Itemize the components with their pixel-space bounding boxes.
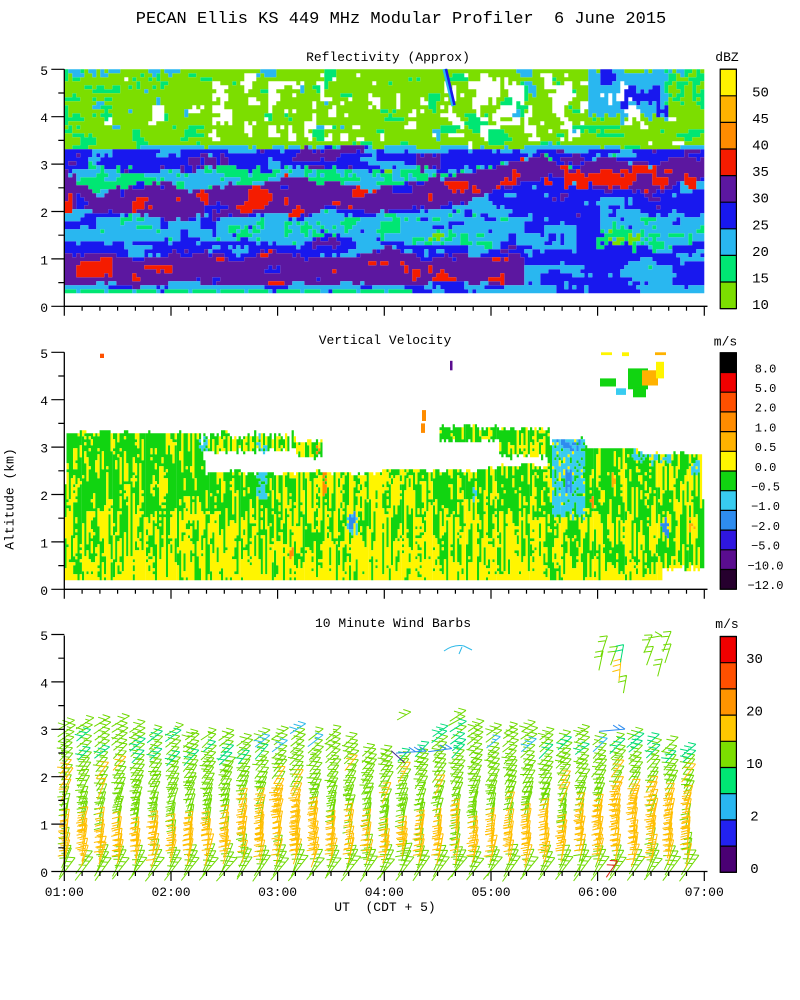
svg-text:20: 20 [746,705,763,721]
svg-text:4: 4 [40,111,48,126]
svg-text:−2.0: −2.0 [751,520,780,534]
svg-text:PECAN Ellis KS 449 MHz Modular: PECAN Ellis KS 449 MHz Modular Profiler … [136,10,667,29]
svg-text:45: 45 [752,112,769,128]
svg-text:−12.0: −12.0 [747,579,783,593]
svg-text:03:00: 03:00 [258,885,297,900]
svg-text:0: 0 [40,301,48,316]
svg-text:20: 20 [752,245,769,261]
svg-text:1: 1 [40,536,48,551]
svg-text:5.0: 5.0 [755,382,777,396]
svg-text:5: 5 [40,629,48,644]
svg-text:5: 5 [40,347,48,362]
svg-text:0: 0 [40,866,48,881]
svg-text:10: 10 [752,298,769,314]
svg-text:30: 30 [746,652,763,668]
svg-text:2: 2 [40,489,48,504]
svg-text:2.0: 2.0 [755,402,777,416]
svg-text:−10.0: −10.0 [747,559,783,573]
svg-text:05:00: 05:00 [471,885,510,900]
svg-text:0.0: 0.0 [755,461,777,475]
svg-text:50: 50 [752,85,769,101]
svg-text:−0.5: −0.5 [751,481,780,495]
svg-text:35: 35 [752,165,769,181]
svg-text:5: 5 [40,64,48,79]
svg-text:8.0: 8.0 [755,362,777,376]
svg-text:1: 1 [40,253,48,268]
svg-text:3: 3 [40,442,48,457]
svg-text:10 Minute Wind Barbs: 10 Minute Wind Barbs [315,616,471,631]
svg-text:0: 0 [750,862,758,878]
svg-text:3: 3 [40,724,48,739]
svg-text:−5.0: −5.0 [751,540,780,554]
svg-text:UT (CDT + 5): UT (CDT + 5) [334,900,435,915]
svg-text:1.0: 1.0 [755,421,777,435]
svg-text:2: 2 [750,809,758,825]
svg-text:07:00: 07:00 [685,885,724,900]
svg-text:40: 40 [752,139,769,155]
svg-text:Vertical Velocity: Vertical Velocity [319,333,452,348]
svg-text:04:00: 04:00 [365,885,404,900]
svg-text:06:00: 06:00 [578,885,617,900]
svg-text:0: 0 [40,584,48,599]
svg-text:15: 15 [752,272,769,288]
svg-text:30: 30 [752,192,769,208]
svg-text:1: 1 [40,819,48,834]
svg-text:Altitude (km): Altitude (km) [3,448,18,549]
svg-text:m/s: m/s [715,617,738,632]
svg-text:dBZ: dBZ [715,50,739,65]
svg-text:10: 10 [746,757,763,773]
svg-text:01:00: 01:00 [45,885,84,900]
svg-text:0.5: 0.5 [755,441,777,455]
svg-text:3: 3 [40,159,48,174]
svg-text:2: 2 [40,206,48,221]
svg-text:m/s: m/s [714,335,737,350]
svg-text:25: 25 [752,218,769,234]
svg-text:02:00: 02:00 [151,885,190,900]
svg-text:4: 4 [40,676,48,691]
svg-text:−1.0: −1.0 [751,500,780,514]
svg-text:4: 4 [40,394,48,409]
svg-text:2: 2 [40,771,48,786]
svg-text:Reflectivity (Approx): Reflectivity (Approx) [306,50,470,65]
